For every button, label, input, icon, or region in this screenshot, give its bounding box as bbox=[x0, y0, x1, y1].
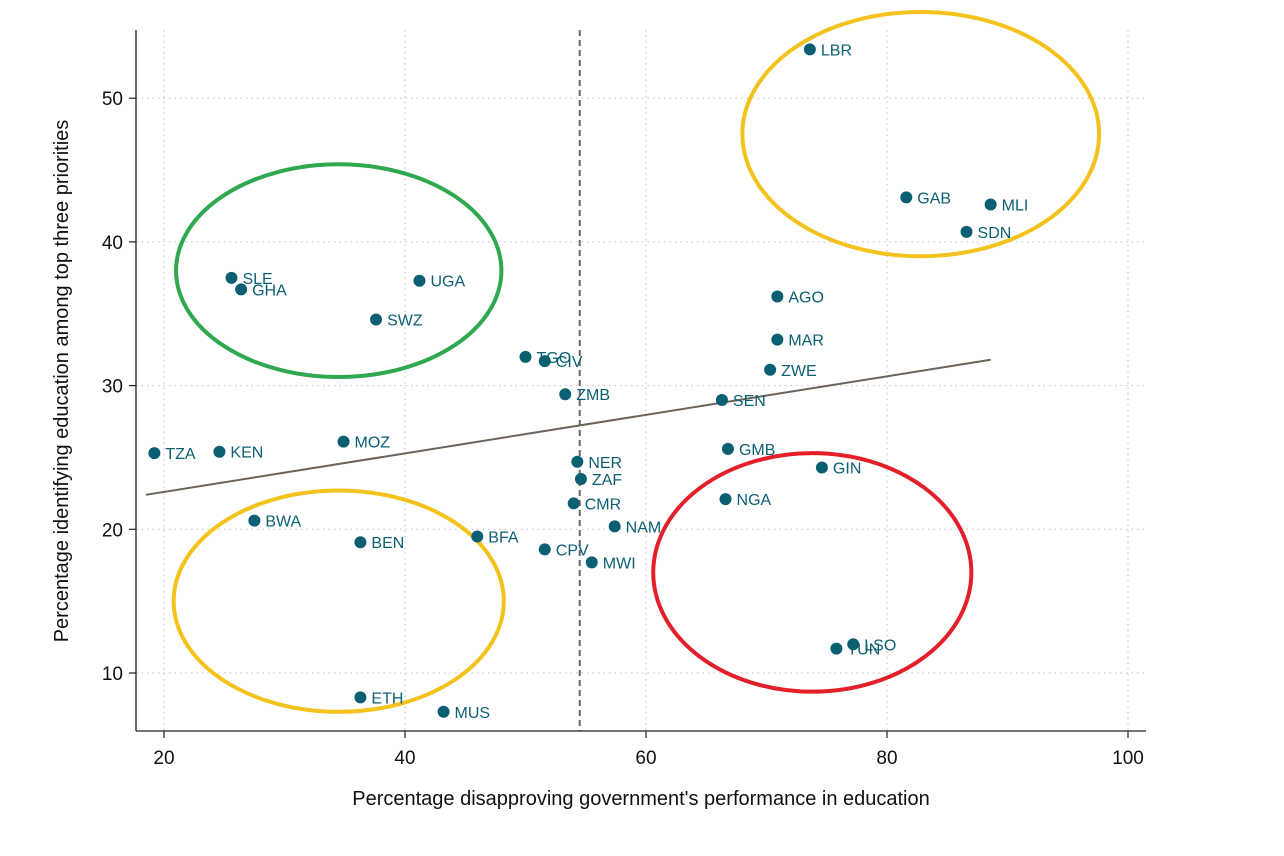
x-tick-label: 100 bbox=[1112, 748, 1144, 769]
point-label-tun: TUN bbox=[847, 642, 880, 659]
axes bbox=[135, 30, 1146, 732]
point-label-uga: UGA bbox=[430, 274, 465, 291]
point-tza bbox=[148, 447, 161, 460]
point-cpv bbox=[538, 543, 551, 556]
point-gin bbox=[815, 461, 828, 474]
point-gmb bbox=[721, 442, 734, 455]
point-label-gab: GAB bbox=[917, 190, 951, 207]
point-cmr bbox=[567, 497, 580, 510]
y-tick-label: 50 bbox=[102, 89, 123, 110]
point-mar bbox=[771, 333, 784, 346]
red-ellipse bbox=[651, 451, 974, 694]
point-label-moz: MOZ bbox=[355, 435, 391, 452]
point-label-ago: AGO bbox=[788, 290, 824, 307]
point-label-lbr: LBR bbox=[821, 42, 852, 59]
point-nga bbox=[719, 493, 732, 506]
point-label-lso: LSO bbox=[864, 637, 896, 654]
point-label-mli: MLI bbox=[1002, 198, 1029, 215]
point-bfa bbox=[471, 530, 484, 543]
point-label-cmr: CMR bbox=[585, 496, 621, 513]
point-uga bbox=[413, 274, 426, 287]
point-mwi bbox=[585, 556, 598, 569]
point-label-mwi: MWI bbox=[603, 555, 636, 572]
point-lso bbox=[847, 638, 860, 651]
point-label-ben: BEN bbox=[371, 535, 404, 552]
point-label-mar: MAR bbox=[788, 333, 824, 350]
point-moz bbox=[337, 435, 350, 448]
point-zaf bbox=[574, 473, 587, 486]
point-ben bbox=[354, 536, 367, 549]
point-ner bbox=[571, 455, 584, 468]
x-axis-title: Percentage disapproving government's per… bbox=[352, 788, 930, 810]
y-tick-label: 10 bbox=[102, 664, 123, 685]
point-label-zwe: ZWE bbox=[781, 363, 817, 380]
point-ago bbox=[771, 290, 784, 303]
point-sen bbox=[715, 393, 728, 406]
point-label-cpv: CPV bbox=[556, 542, 589, 559]
x-tick-label: 20 bbox=[153, 748, 174, 769]
point-tun bbox=[830, 642, 843, 655]
point-sle bbox=[225, 271, 238, 284]
ellipse-layer bbox=[171, 9, 1102, 714]
point-sdn bbox=[960, 225, 973, 238]
point-label-sen: SEN bbox=[733, 393, 766, 410]
grid bbox=[136, 30, 1146, 731]
point-label-sdn: SDN bbox=[978, 225, 1012, 242]
point-mus bbox=[437, 705, 450, 718]
point-swz bbox=[370, 313, 383, 326]
fit-line-layer bbox=[145, 358, 991, 496]
point-label-civ: CIV bbox=[556, 354, 583, 371]
point-label-sle: SLE bbox=[242, 271, 272, 288]
point-civ bbox=[538, 355, 551, 368]
point-mli bbox=[984, 198, 997, 211]
point-label-nga: NGA bbox=[737, 492, 772, 509]
y-tick-label: 20 bbox=[102, 520, 123, 541]
point-label-gin: GIN bbox=[833, 461, 861, 478]
x-tick-label: 60 bbox=[635, 748, 656, 769]
point-label-bfa: BFA bbox=[488, 529, 519, 546]
point-label-zmb: ZMB bbox=[576, 387, 610, 404]
point-label-nam: NAM bbox=[626, 519, 662, 536]
x-tick-label: 40 bbox=[394, 748, 415, 769]
point-label-zaf: ZAF bbox=[592, 472, 622, 489]
green-ellipse bbox=[174, 162, 504, 379]
y-axis-title: Percentage identifying education among t… bbox=[51, 120, 73, 643]
x-tick-label: 80 bbox=[876, 748, 897, 769]
point-zwe bbox=[764, 363, 777, 376]
yellow-ellipse bbox=[171, 488, 506, 714]
point-label-ken: KEN bbox=[230, 445, 263, 462]
point-label-mus: MUS bbox=[455, 705, 491, 722]
point-ken bbox=[213, 445, 226, 458]
yellow-ellipse bbox=[740, 9, 1102, 259]
points-layer bbox=[148, 43, 997, 718]
point-label-bwa: BWA bbox=[265, 514, 301, 531]
point-label-ner: NER bbox=[588, 455, 622, 472]
y-tick-label: 40 bbox=[102, 233, 123, 254]
point-lbr bbox=[803, 43, 816, 56]
point-label-swz: SWZ bbox=[387, 312, 423, 329]
point-zmb bbox=[559, 388, 572, 401]
point-bwa bbox=[248, 514, 261, 527]
point-label-tza: TZA bbox=[165, 446, 196, 463]
point-label-gha: GHA bbox=[252, 282, 287, 299]
point-label-gmb: GMB bbox=[739, 442, 775, 459]
point-label-tgo: TGO bbox=[537, 350, 572, 367]
ticks: 20 40 60 80 100 10 20 30 40 50 bbox=[102, 89, 1144, 769]
fit-line bbox=[145, 358, 991, 496]
point-label-eth: ETH bbox=[371, 690, 403, 707]
point-tgo bbox=[519, 350, 532, 363]
point-eth bbox=[354, 691, 367, 704]
point-gha bbox=[235, 283, 248, 296]
point-gab bbox=[900, 191, 913, 204]
y-tick-label: 30 bbox=[102, 377, 123, 398]
point-nam bbox=[608, 520, 621, 533]
